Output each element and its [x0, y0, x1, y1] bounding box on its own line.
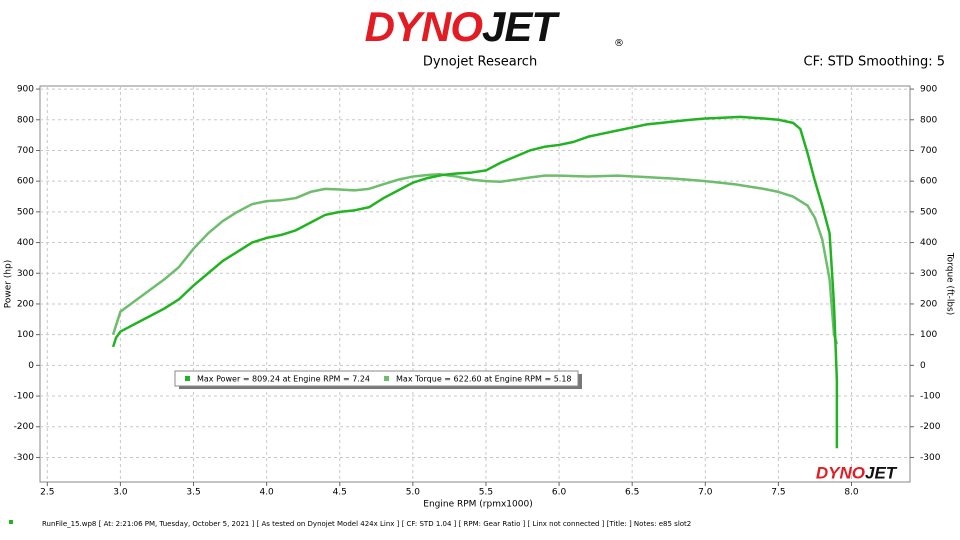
y2-tick-label: 300: [920, 269, 937, 279]
y2-tick-label: 200: [920, 299, 937, 309]
y2-tick-label: 400: [920, 238, 937, 248]
y2-tick-label: 700: [920, 146, 937, 156]
chart-subtitle: CF: STD Smoothing: 5: [804, 55, 945, 70]
legend-swatch: [384, 376, 390, 381]
x-tick-label: 8.0: [844, 488, 859, 498]
y2-tick-label: 500: [920, 207, 937, 217]
logo-small-red: DYNO: [816, 463, 865, 482]
series-line: [111, 115, 839, 449]
x-tick-label: 3.5: [186, 488, 200, 498]
y2-axis-label: Torque (ft-lbs): [945, 252, 955, 316]
y-tick-label: 400: [17, 238, 34, 248]
legend-label: Max Torque = 622.60 at Engine RPM = 5.18: [396, 375, 571, 384]
x-tick-label: 5.5: [479, 488, 493, 498]
y-tick-label: -100: [14, 392, 35, 402]
y-tick-label: 600: [17, 177, 34, 187]
x-tick-label: 2.5: [40, 488, 54, 498]
legend-box: [174, 370, 579, 387]
y2-tick-label: -200: [920, 422, 941, 432]
y-tick-label: 0: [28, 361, 34, 371]
y2-tick-label: 600: [920, 177, 937, 187]
y-tick-label: 500: [17, 207, 34, 217]
x-tick-label: 5.0: [406, 488, 421, 498]
grid: [40, 86, 910, 482]
y-tick-label: 200: [17, 299, 34, 309]
y-tick-label: 700: [17, 146, 34, 156]
x-tick-label: 6.0: [552, 488, 567, 498]
logo-red: DYNO: [365, 3, 483, 50]
y2-tick-label: 0: [920, 361, 926, 371]
footer: RunFile_15.wp8 [ At: 2:21:06 PM, Tuesday…: [42, 520, 691, 528]
legend-swatch: [185, 376, 190, 381]
x-axis-label: Engine RPM (rpmx1000): [423, 500, 532, 510]
y-tick-label: 900: [17, 85, 34, 95]
y2-tick-label: 100: [920, 330, 937, 340]
x-tick-label: 3.0: [113, 488, 128, 498]
footer-icon: [9, 520, 13, 524]
y2-tick-label: -100: [920, 392, 941, 402]
y2-tick-label: 900: [920, 85, 937, 95]
y2-tick-label: -300: [920, 453, 941, 463]
legend: Max Power = 809.24 at Engine RPM = 7.24 M…: [174, 370, 582, 389]
chart-title: Dynojet Research: [423, 55, 537, 70]
x-tick-label: 7.0: [698, 488, 713, 498]
y2-tick-label: 800: [920, 115, 937, 125]
y-tick-label: -200: [14, 422, 35, 432]
x-tick-label: 6.5: [625, 488, 639, 498]
series-line: [111, 172, 839, 345]
x-tick-label: 4.0: [259, 488, 274, 498]
x-tick-label: 7.5: [771, 488, 785, 498]
y-tick-label: 300: [17, 269, 34, 279]
logo-black: JET: [482, 3, 560, 50]
y-tick-label: 800: [17, 115, 34, 125]
plot-area: [39, 85, 911, 483]
y-tick-label: 100: [17, 330, 34, 340]
logo-mark: ®: [614, 38, 624, 49]
y-axis-label: Power (hp): [4, 260, 14, 309]
x-tick-label: 4.5: [333, 488, 347, 498]
y-tick-label: -300: [14, 453, 35, 463]
logo-small-black: JET: [865, 463, 898, 482]
legend-label: Max Power = 809.24 at Engine RPM = 7.24: [197, 375, 370, 384]
